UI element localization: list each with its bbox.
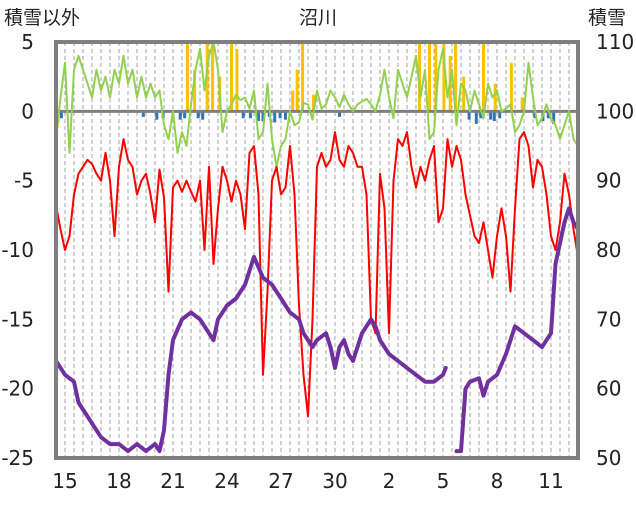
right-tick-label: 110 — [596, 30, 634, 54]
precip-bar — [462, 76, 466, 112]
x-tick-label: 30 — [322, 469, 347, 493]
precip-bar — [546, 111, 550, 119]
precip-bar — [201, 111, 205, 120]
precip-bar — [141, 111, 145, 117]
x-axis-ticks: 15 18 21 24 27 30 2 5 8 11 — [52, 469, 563, 493]
right-tick-label: 70 — [596, 307, 621, 331]
left-tick-label: -5 — [14, 169, 34, 193]
precip-bar — [211, 42, 215, 112]
left-tick-label: -20 — [1, 377, 34, 401]
precip-bar — [185, 42, 189, 112]
precip-bar — [338, 111, 341, 117]
left-axis-title: 積雪以外 — [4, 7, 80, 29]
series-layer — [54, 41, 580, 454]
x-tick-label: 5 — [437, 469, 450, 493]
x-tick-label: 18 — [106, 469, 131, 493]
x-tick-label: 8 — [491, 469, 504, 493]
right-tick-label: 60 — [596, 377, 621, 401]
precip-bar — [552, 111, 556, 124]
wind-line — [55, 41, 579, 168]
precip-bar — [498, 111, 502, 119]
x-tick-label: 15 — [52, 469, 77, 493]
precip-bar — [241, 111, 245, 119]
precip-bar — [434, 42, 438, 112]
left-tick-label: 5 — [21, 30, 34, 54]
right-tick-label: 50 — [596, 446, 621, 470]
precip-bar — [454, 42, 458, 112]
right-tick-label: 100 — [596, 99, 634, 123]
precip-bar — [489, 111, 493, 120]
precip-bar — [467, 111, 471, 120]
precip-bar — [278, 111, 282, 119]
snow-depth-line — [54, 254, 448, 454]
left-axis-ticks: 5 0 -5 -10 -15 -20 -25 — [1, 30, 34, 470]
x-tick-label: 27 — [268, 469, 293, 493]
precip-bar — [418, 42, 422, 112]
precip-bar — [183, 111, 187, 119]
precip-bar — [311, 94, 315, 112]
grid-layer — [64, 42, 570, 458]
precip-bar — [474, 111, 478, 124]
precip-bar — [428, 42, 431, 112]
snow-depth-line — [454, 206, 580, 454]
precip-bar — [301, 42, 305, 112]
precip-bar — [284, 111, 287, 120]
precip-bar — [235, 48, 239, 112]
precip-bar — [196, 111, 200, 119]
precip-bar — [261, 111, 265, 122]
precip-bar — [257, 111, 260, 122]
precip-bar — [520, 97, 524, 112]
left-tick-label: 0 — [21, 99, 34, 123]
x-tick-label: 11 — [538, 469, 563, 493]
right-tick-label: 90 — [596, 169, 621, 193]
precip-bar — [248, 111, 252, 119]
x-tick-label: 21 — [160, 469, 185, 493]
left-tick-label: -25 — [1, 446, 34, 470]
precip-bar — [291, 90, 295, 112]
precip-bar — [178, 111, 182, 120]
precip-bar — [509, 62, 513, 112]
precip-bar — [193, 69, 197, 112]
right-tick-label: 80 — [596, 238, 621, 262]
chart-title: 沼川 — [299, 7, 337, 29]
left-tick-label: -15 — [1, 307, 34, 331]
right-axis-ticks: 110 100 90 80 70 60 50 — [596, 30, 634, 470]
precip-bar — [493, 83, 497, 112]
x-tick-label: 2 — [383, 469, 396, 493]
x-tick-label: 24 — [214, 469, 239, 493]
precip-bar — [273, 111, 277, 123]
left-tick-label: -10 — [1, 238, 34, 262]
temperature-line — [55, 131, 579, 418]
plot-frame — [54, 40, 580, 460]
precip-bar — [492, 111, 496, 122]
precip-bar — [442, 42, 446, 112]
precip-bar — [59, 111, 63, 119]
right-axis-title: 積雪 — [588, 7, 626, 29]
precip-bar — [230, 42, 233, 112]
precip-bar — [295, 69, 299, 112]
precip-bar — [479, 111, 483, 119]
precip-bar — [155, 111, 159, 120]
precip-bar — [482, 42, 485, 112]
